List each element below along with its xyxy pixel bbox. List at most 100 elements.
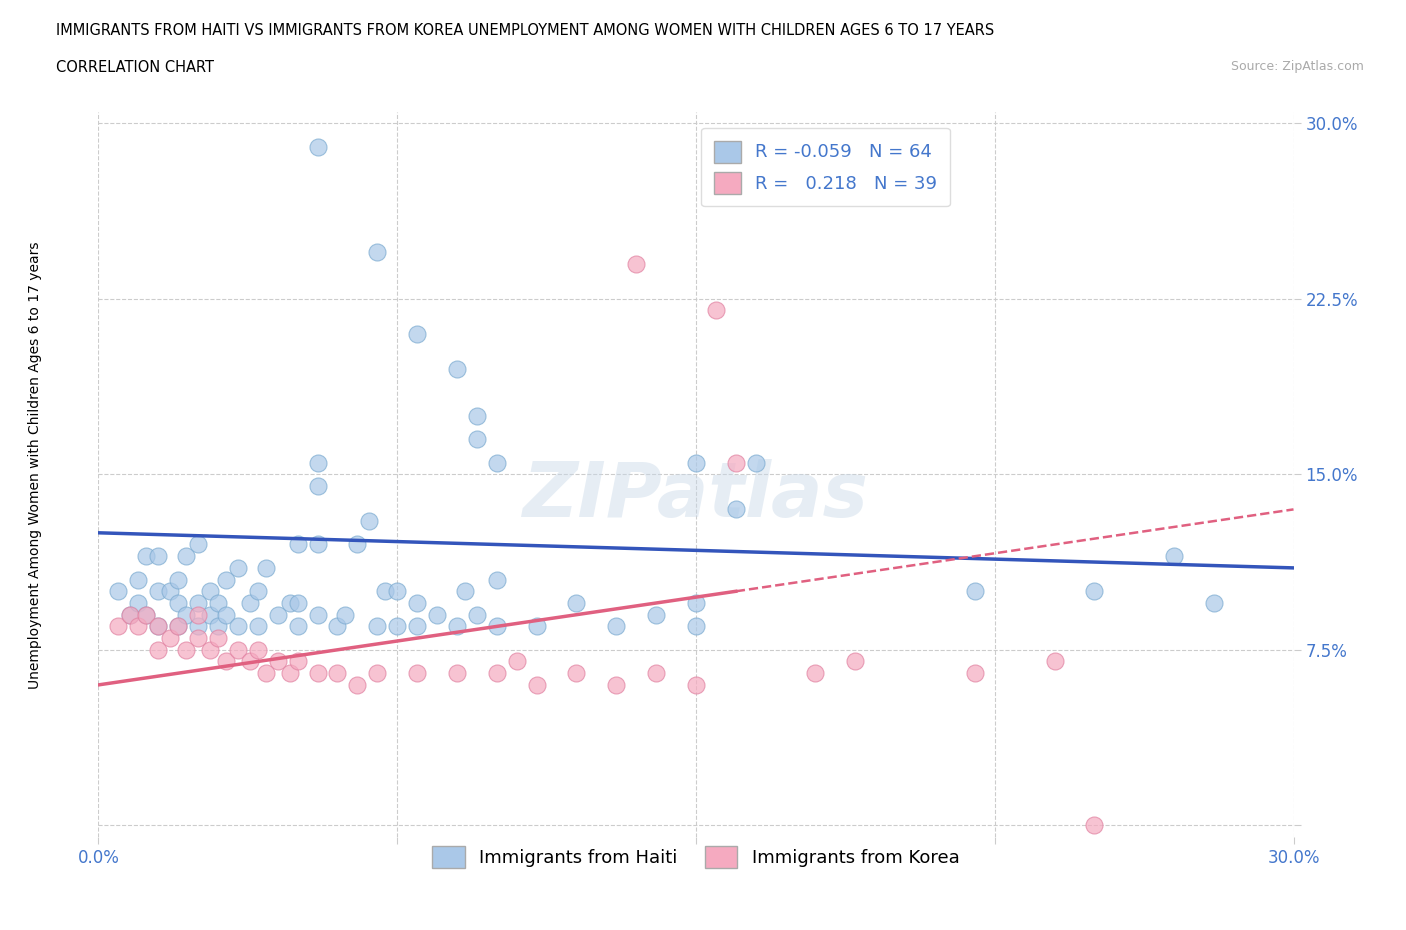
Point bbox=[246, 584, 269, 599]
Point bbox=[174, 643, 197, 658]
Point bbox=[406, 666, 429, 681]
Point bbox=[307, 479, 329, 494]
Point bbox=[148, 549, 170, 564]
Point bbox=[127, 572, 149, 587]
Point bbox=[207, 619, 229, 634]
Point bbox=[704, 303, 727, 318]
Point bbox=[804, 666, 827, 681]
Point bbox=[465, 432, 488, 446]
Point bbox=[385, 619, 409, 634]
Point bbox=[246, 619, 269, 634]
Point bbox=[346, 537, 368, 551]
Point bbox=[307, 455, 329, 470]
Point bbox=[366, 245, 388, 259]
Point bbox=[287, 619, 309, 634]
Point bbox=[174, 607, 197, 622]
Point bbox=[485, 619, 508, 634]
Point bbox=[148, 643, 170, 658]
Point bbox=[307, 140, 329, 154]
Point bbox=[226, 619, 249, 634]
Point bbox=[159, 631, 181, 645]
Point bbox=[174, 549, 197, 564]
Point bbox=[374, 584, 396, 599]
Point bbox=[526, 619, 548, 634]
Point bbox=[605, 677, 627, 692]
Point bbox=[485, 666, 508, 681]
Point bbox=[120, 607, 142, 622]
Point bbox=[159, 584, 181, 599]
Point bbox=[565, 595, 588, 610]
Point bbox=[426, 607, 449, 622]
Point bbox=[198, 643, 221, 658]
Point bbox=[565, 666, 588, 681]
Point bbox=[135, 549, 157, 564]
Point bbox=[724, 455, 747, 470]
Point bbox=[148, 619, 170, 634]
Point bbox=[254, 666, 277, 681]
Point bbox=[605, 619, 627, 634]
Point bbox=[685, 595, 707, 610]
Point bbox=[267, 607, 290, 622]
Point bbox=[287, 595, 309, 610]
Point bbox=[207, 631, 229, 645]
Point bbox=[465, 408, 488, 423]
Point bbox=[167, 595, 190, 610]
Point bbox=[465, 607, 488, 622]
Point bbox=[526, 677, 548, 692]
Point bbox=[724, 502, 747, 517]
Point bbox=[406, 619, 429, 634]
Point bbox=[326, 619, 349, 634]
Point bbox=[446, 619, 468, 634]
Point bbox=[385, 584, 409, 599]
Text: Source: ZipAtlas.com: Source: ZipAtlas.com bbox=[1230, 60, 1364, 73]
Point bbox=[278, 666, 301, 681]
Point bbox=[446, 666, 468, 681]
Point bbox=[167, 619, 190, 634]
Point bbox=[278, 595, 301, 610]
Point bbox=[215, 654, 238, 669]
Point bbox=[167, 619, 190, 634]
Point bbox=[187, 537, 209, 551]
Point bbox=[246, 643, 269, 658]
Point bbox=[127, 595, 149, 610]
Point bbox=[346, 677, 368, 692]
Point bbox=[326, 666, 349, 681]
Point bbox=[135, 607, 157, 622]
Point bbox=[406, 326, 429, 341]
Text: Unemployment Among Women with Children Ages 6 to 17 years: Unemployment Among Women with Children A… bbox=[28, 241, 42, 689]
Point bbox=[287, 654, 309, 669]
Point bbox=[685, 619, 707, 634]
Point bbox=[963, 584, 986, 599]
Point bbox=[485, 572, 508, 587]
Point bbox=[120, 607, 142, 622]
Point bbox=[1043, 654, 1066, 669]
Point bbox=[406, 595, 429, 610]
Point bbox=[366, 619, 388, 634]
Point bbox=[198, 584, 221, 599]
Point bbox=[745, 455, 768, 470]
Point bbox=[454, 584, 477, 599]
Point bbox=[148, 584, 170, 599]
Point bbox=[187, 595, 209, 610]
Point bbox=[239, 654, 262, 669]
Point bbox=[485, 455, 508, 470]
Point bbox=[645, 666, 668, 681]
Point bbox=[215, 572, 238, 587]
Point bbox=[187, 607, 209, 622]
Point bbox=[335, 607, 357, 622]
Point bbox=[685, 455, 707, 470]
Point bbox=[1083, 584, 1105, 599]
Point bbox=[287, 537, 309, 551]
Point bbox=[254, 561, 277, 576]
Point bbox=[366, 666, 388, 681]
Point bbox=[267, 654, 290, 669]
Point bbox=[844, 654, 866, 669]
Point bbox=[506, 654, 529, 669]
Point bbox=[307, 537, 329, 551]
Text: IMMIGRANTS FROM HAITI VS IMMIGRANTS FROM KOREA UNEMPLOYMENT AMONG WOMEN WITH CHI: IMMIGRANTS FROM HAITI VS IMMIGRANTS FROM… bbox=[56, 23, 994, 38]
Point bbox=[167, 572, 190, 587]
Point bbox=[307, 607, 329, 622]
Point bbox=[107, 619, 129, 634]
Point bbox=[1163, 549, 1185, 564]
Point bbox=[1202, 595, 1225, 610]
